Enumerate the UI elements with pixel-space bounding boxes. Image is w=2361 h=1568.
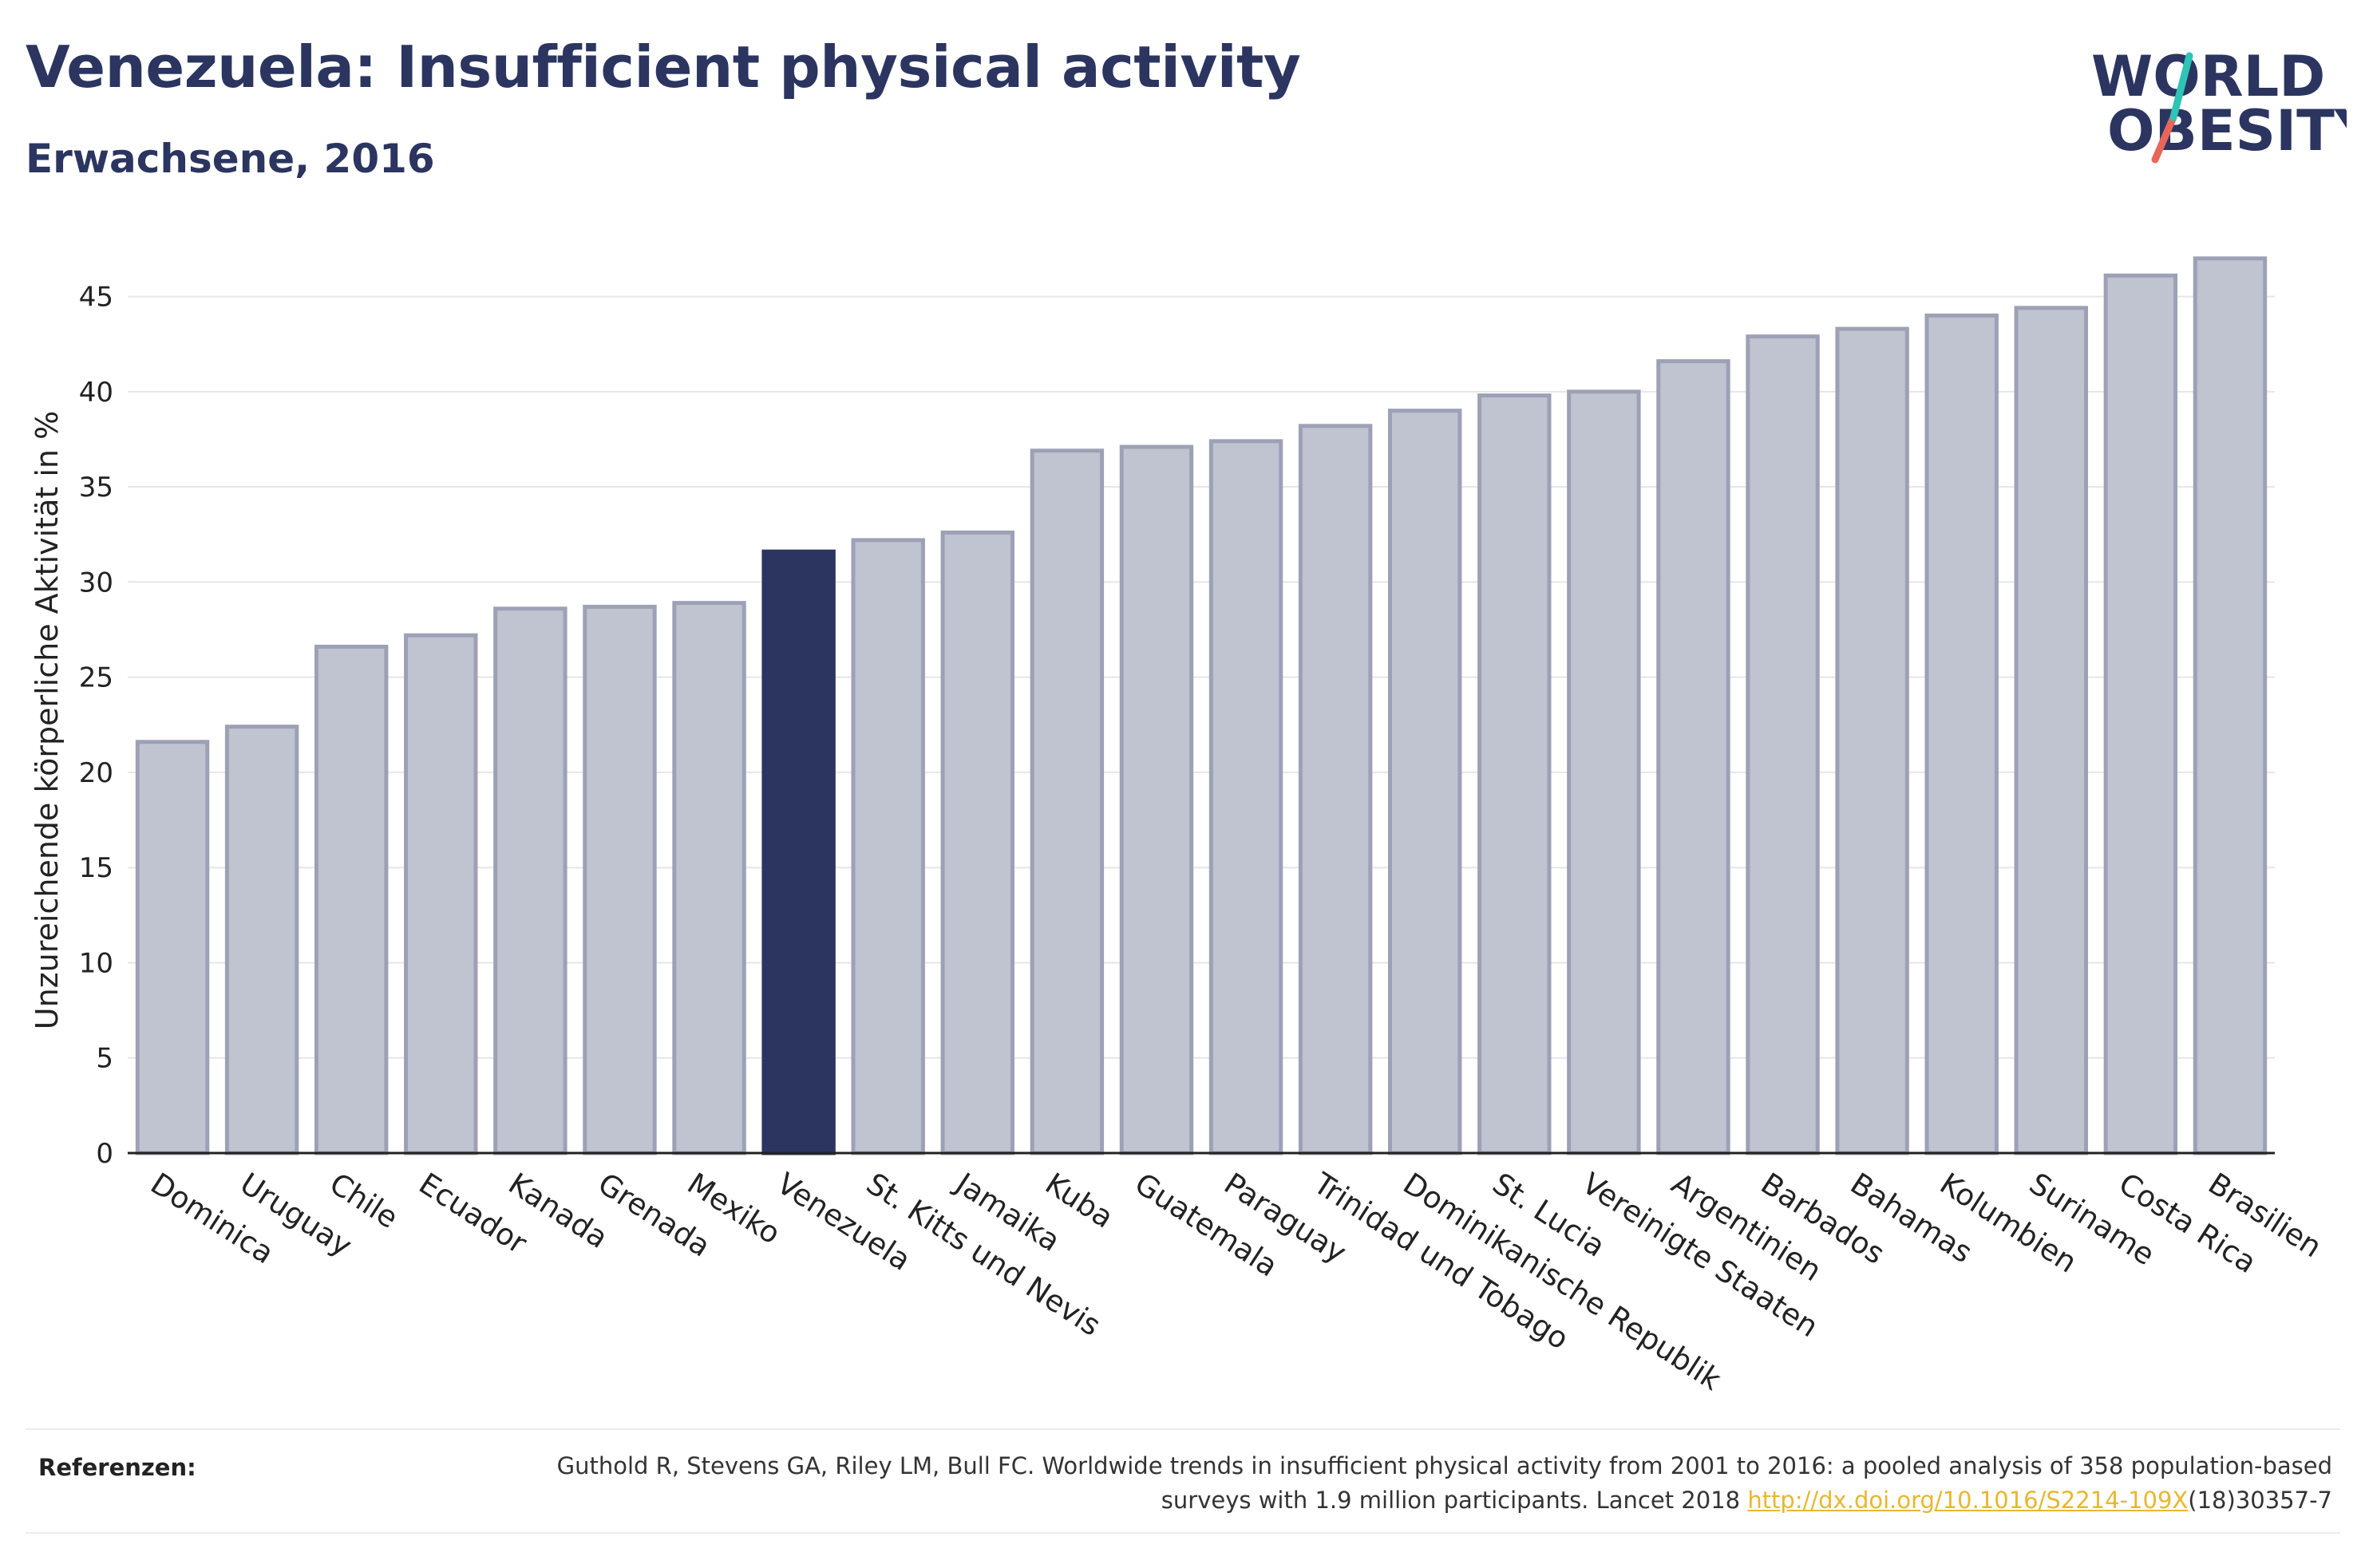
bar-argentinien (1656, 359, 1730, 1155)
y-tick-label: 40 (79, 377, 113, 409)
references-box: Referenzen: Guthold R, Stevens GA, Riley… (26, 1428, 2340, 1534)
bar-paraguay (1208, 439, 1283, 1155)
chart-subtitle: Erwachsene, 2016 (26, 136, 435, 182)
bar-brasilien (2193, 256, 2268, 1155)
logo-slash-bottom (2151, 113, 2177, 164)
y-tick-label: 25 (79, 662, 113, 694)
bar-grenada (583, 604, 657, 1155)
references-text: Guthold R, Stevens GA, Riley LM, Bull FC… (496, 1449, 2332, 1518)
y-tick-label: 0 (96, 1138, 113, 1170)
y-tick-label: 15 (79, 852, 113, 884)
bar-mexiko (672, 601, 746, 1155)
world-obesity-logo: WORLD OBESITY (2075, 24, 2361, 184)
chart-title: Venezuela: Insufficient physical activit… (26, 34, 1301, 101)
logo-line2: OBESITY (2107, 98, 2347, 164)
bar-barbados (1746, 334, 1820, 1155)
bar-venezuela (761, 549, 836, 1155)
y-tick-labels: 0 5 10 15 20 25 30 35 40 45 (79, 282, 113, 1170)
references-citation: Guthold R, Stevens GA, Riley LM, Bull FC… (556, 1452, 2332, 1514)
bar-kanada (493, 606, 568, 1155)
logo-slash-top (2169, 52, 2193, 121)
y-tick-label: 45 (79, 282, 113, 314)
bar-bahamas (1835, 326, 1909, 1155)
bar-st-lucia (1477, 393, 1552, 1155)
bar-guatemala (1119, 444, 1194, 1155)
bar-kolumbien (1924, 313, 1999, 1155)
bar-suriname (2014, 306, 2089, 1155)
bar-vereinigte-staaten (1567, 389, 1641, 1155)
bar-dominikanische-republik (1387, 409, 1462, 1155)
y-tick-label: 20 (79, 757, 113, 789)
bar-st-kitts-und-nevis (851, 538, 925, 1155)
bar-uruguay (224, 725, 299, 1155)
y-tick-label: 5 (96, 1043, 113, 1075)
references-label: Referenzen: (38, 1454, 196, 1481)
bar-trinidad-und-tobago (1298, 424, 1373, 1155)
gridlines (128, 295, 2275, 1059)
bar-jamaika (940, 530, 1015, 1155)
bar-costa-rica (2103, 273, 2178, 1155)
bar-dominica (135, 740, 210, 1155)
y-tick-label: 10 (79, 947, 113, 979)
bar-ecuador (404, 633, 478, 1155)
references-doi-link[interactable]: http://dx.doi.org/10.1016/S2214-109X (1747, 1487, 2189, 1514)
y-axis-label: Unzureichende körperliche Aktivität in % (30, 411, 65, 1029)
logo-line1: WORLD (2091, 44, 2325, 109)
y-tick-label: 30 (79, 567, 113, 598)
references-citation-suffix: (18)30357-7 (2188, 1487, 2332, 1514)
bars (135, 256, 2268, 1155)
y-tick-label: 35 (79, 472, 113, 504)
logo-graphic: WORLD OBESITY (2091, 44, 2361, 164)
bar-chile (314, 644, 389, 1155)
bar-kuba (1030, 448, 1105, 1155)
